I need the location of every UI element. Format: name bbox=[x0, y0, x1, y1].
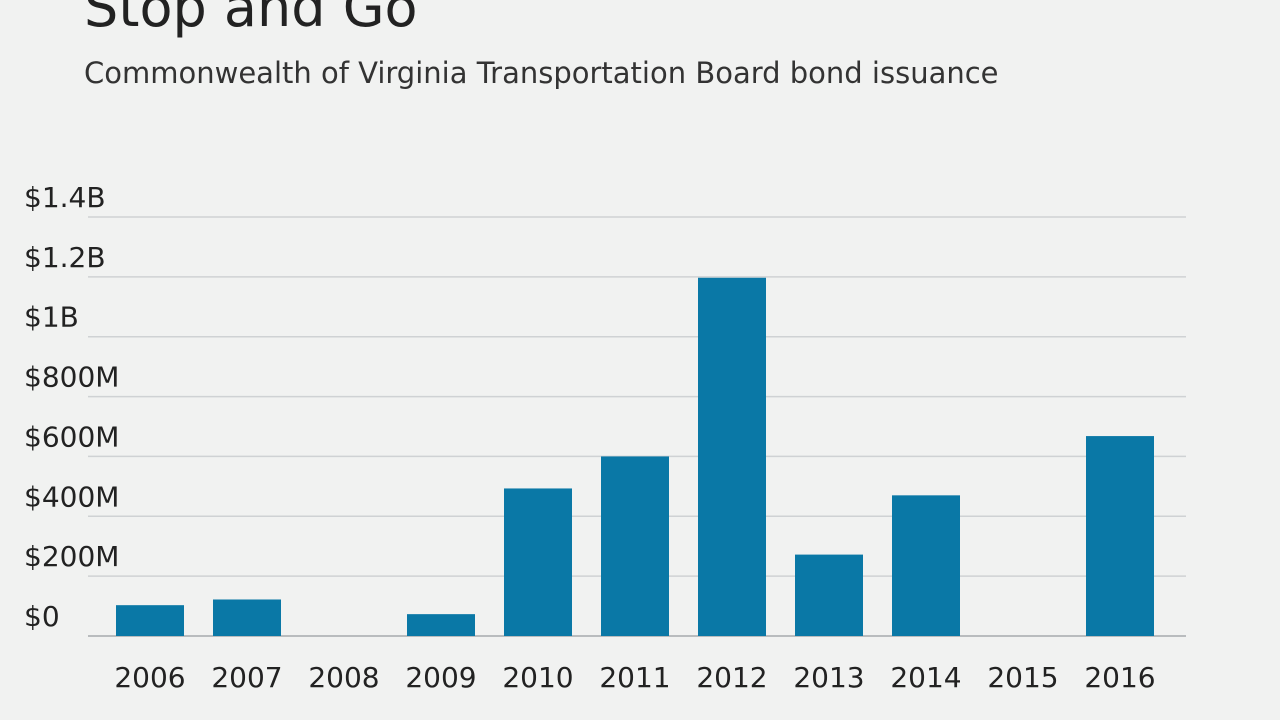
bar-2011 bbox=[601, 456, 669, 636]
x-axis-tick-labels: 2006 2007 2008 2009 2010 2011 2012 2013 2014 2015… bbox=[114, 661, 1155, 694]
y-axis-tick-labels: $0 $200M $400M $600M $800M $1B $1.2B $1.4B bbox=[24, 181, 119, 633]
x-tick-label: 2014 bbox=[890, 661, 961, 694]
bars bbox=[116, 277, 1154, 636]
y-tick-label: $600M bbox=[24, 420, 119, 453]
x-tick-label: 2008 bbox=[308, 661, 379, 694]
bar-2016 bbox=[1086, 436, 1154, 636]
x-tick-label: 2009 bbox=[405, 661, 476, 694]
x-tick-label: 2007 bbox=[211, 661, 282, 694]
bar-2014 bbox=[892, 495, 960, 636]
chart-title: Stop and Go bbox=[84, 0, 418, 39]
y-tick-label: $800M bbox=[24, 361, 119, 394]
y-tick-label: $400M bbox=[24, 480, 119, 513]
bar-2012 bbox=[698, 277, 766, 636]
x-tick-label: 2012 bbox=[696, 661, 767, 694]
y-tick-label: $1.4B bbox=[24, 181, 106, 214]
y-tick-label: $1.2B bbox=[24, 241, 106, 274]
x-tick-label: 2011 bbox=[599, 661, 670, 694]
bar-2010 bbox=[504, 488, 572, 636]
x-tick-label: 2006 bbox=[114, 661, 185, 694]
bar-2007 bbox=[213, 599, 281, 636]
x-tick-label: 2013 bbox=[793, 661, 864, 694]
bar-2009 bbox=[407, 614, 475, 636]
x-tick-label: 2015 bbox=[987, 661, 1058, 694]
bar-2006 bbox=[116, 605, 184, 636]
bar-2013 bbox=[795, 554, 863, 636]
chart-subtitle: Commonwealth of Virginia Transportation … bbox=[84, 56, 999, 90]
y-tick-label: $200M bbox=[24, 540, 119, 573]
x-tick-label: 2010 bbox=[502, 661, 573, 694]
y-tick-label: $0 bbox=[24, 600, 60, 633]
y-tick-label: $1B bbox=[24, 301, 79, 334]
x-tick-label: 2016 bbox=[1084, 661, 1155, 694]
